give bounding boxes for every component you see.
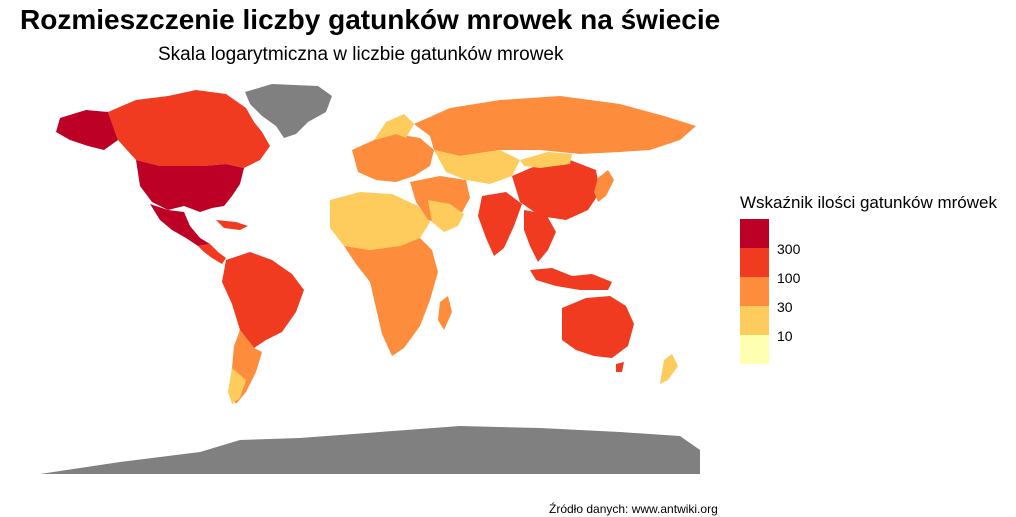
mexico <box>150 204 210 246</box>
alaska <box>56 110 118 150</box>
russia <box>414 96 696 156</box>
legend-title: Wskaźnik ilości gatunków mrówek <box>740 193 997 212</box>
japan <box>594 170 614 202</box>
greenland <box>245 84 332 138</box>
north-africa <box>330 192 430 250</box>
legend-label-10: 10 <box>777 328 793 344</box>
scandinavia <box>374 114 414 140</box>
new-zealand <box>660 354 678 384</box>
map-subtitle: Skala logarytmiczna w liczbie gatunków m… <box>158 44 564 65</box>
legend-swatch-100 <box>740 248 769 277</box>
madagascar <box>438 296 452 330</box>
legend-swatch-10 <box>740 306 769 335</box>
legend-label-300: 300 <box>777 241 801 257</box>
legend-swatch-30 <box>740 277 769 306</box>
central-asia <box>434 150 520 184</box>
indonesia <box>530 268 612 290</box>
map-title: Rozmieszczenie liczby gatunków mrowek na… <box>20 4 721 35</box>
south-america <box>222 252 304 348</box>
europe <box>352 134 434 182</box>
india <box>478 192 522 256</box>
caribbean <box>216 220 248 230</box>
arabia <box>428 200 464 232</box>
china <box>512 160 600 220</box>
central-america <box>198 244 226 264</box>
antarctica <box>40 426 700 474</box>
legend-swatch-min <box>740 335 769 364</box>
legend-label-30: 30 <box>777 299 793 315</box>
usa <box>136 160 244 212</box>
sub-saharan-africa <box>344 238 438 356</box>
southeast-asia <box>524 210 556 262</box>
legend-label-100: 100 <box>777 270 801 286</box>
data-source-caption: Źródło danych: www.antwiki.org <box>549 502 718 516</box>
tasmania <box>616 362 624 372</box>
patagonia <box>228 368 246 404</box>
legend-swatch-300 <box>740 219 769 248</box>
canada <box>108 90 270 168</box>
australia <box>562 296 634 358</box>
mongolia <box>520 152 572 168</box>
